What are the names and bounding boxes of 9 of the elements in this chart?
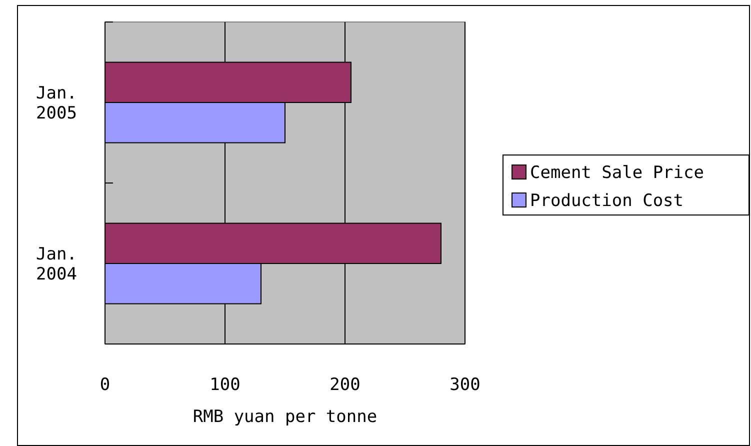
y-tick-label: Jan. 2004: [36, 244, 77, 284]
x-tick-label: 300: [450, 375, 480, 395]
y-tick-label: Jan. 2005: [36, 84, 77, 124]
x-tick-label: 200: [330, 375, 360, 395]
x-axis-title: RMB yuan per tonne: [192, 407, 378, 427]
legend-label: Cement Sale Price: [530, 163, 704, 183]
x-tick-label: 100: [210, 375, 240, 395]
x-tick-label: 0: [100, 375, 110, 395]
legend-label: Production Cost: [530, 191, 684, 211]
